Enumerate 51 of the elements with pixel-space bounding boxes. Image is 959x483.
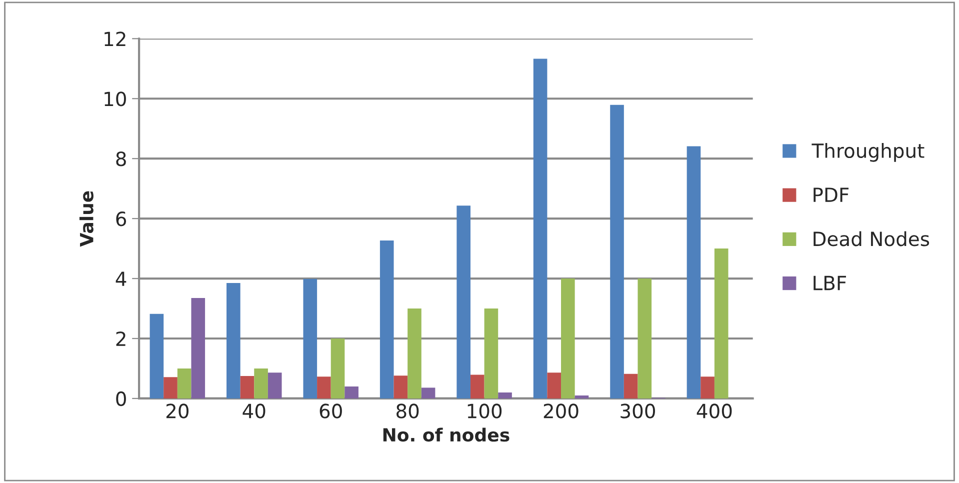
bar: [638, 278, 652, 398]
legend-label: LBF: [814, 276, 846, 290]
y-tick-label: 4: [116, 272, 126, 286]
bar: [344, 386, 358, 398]
x-tick-label: 300: [620, 404, 655, 418]
x-tick-label: 400: [696, 404, 732, 418]
legend-label: Dead Nodes: [814, 231, 930, 246]
bar: [254, 368, 268, 398]
x-tick-label: 80: [396, 404, 419, 418]
bar: [317, 376, 331, 398]
y-tick-label: 12: [104, 32, 126, 46]
bar: [394, 376, 408, 398]
x-axis-title: No. of nodes: [383, 428, 510, 442]
y-axis-title: Value: [79, 191, 94, 247]
bar: [191, 298, 206, 398]
bar: [686, 146, 701, 398]
bar: [700, 376, 714, 398]
bar: [421, 388, 436, 398]
bar: [610, 104, 624, 398]
bar: [240, 376, 254, 398]
bar: [456, 206, 470, 398]
x-tick-label: 100: [468, 404, 502, 418]
bar: [226, 283, 240, 398]
bar: [268, 372, 282, 398]
bar: [714, 248, 728, 398]
x-tick-label: 20: [166, 404, 188, 418]
bar: [177, 368, 192, 398]
x-tick-label: 200: [544, 404, 578, 418]
x-tick-label: 60: [320, 404, 342, 418]
bar: [408, 308, 422, 398]
y-tick-label: 8: [116, 152, 126, 166]
bar: [303, 278, 318, 398]
bar: [470, 374, 484, 398]
y-tick-label: 6: [116, 212, 126, 226]
bar: [330, 338, 345, 398]
bar: [150, 314, 164, 398]
x-tick-label: 40: [242, 404, 266, 418]
bar: [498, 392, 512, 398]
bar: [561, 278, 575, 398]
bar: [484, 308, 498, 398]
bar: [164, 377, 178, 398]
bar: [574, 395, 589, 398]
legend-label: Throughput: [812, 143, 924, 162]
y-tick-label: 0: [116, 391, 126, 406]
bar: [380, 240, 394, 398]
bar: [547, 372, 562, 398]
bar: [533, 58, 548, 398]
bar: [624, 374, 638, 398]
y-tick-label: 10: [104, 92, 126, 106]
legend-label: PDF: [814, 188, 849, 202]
y-tick-label: 2: [116, 331, 126, 346]
